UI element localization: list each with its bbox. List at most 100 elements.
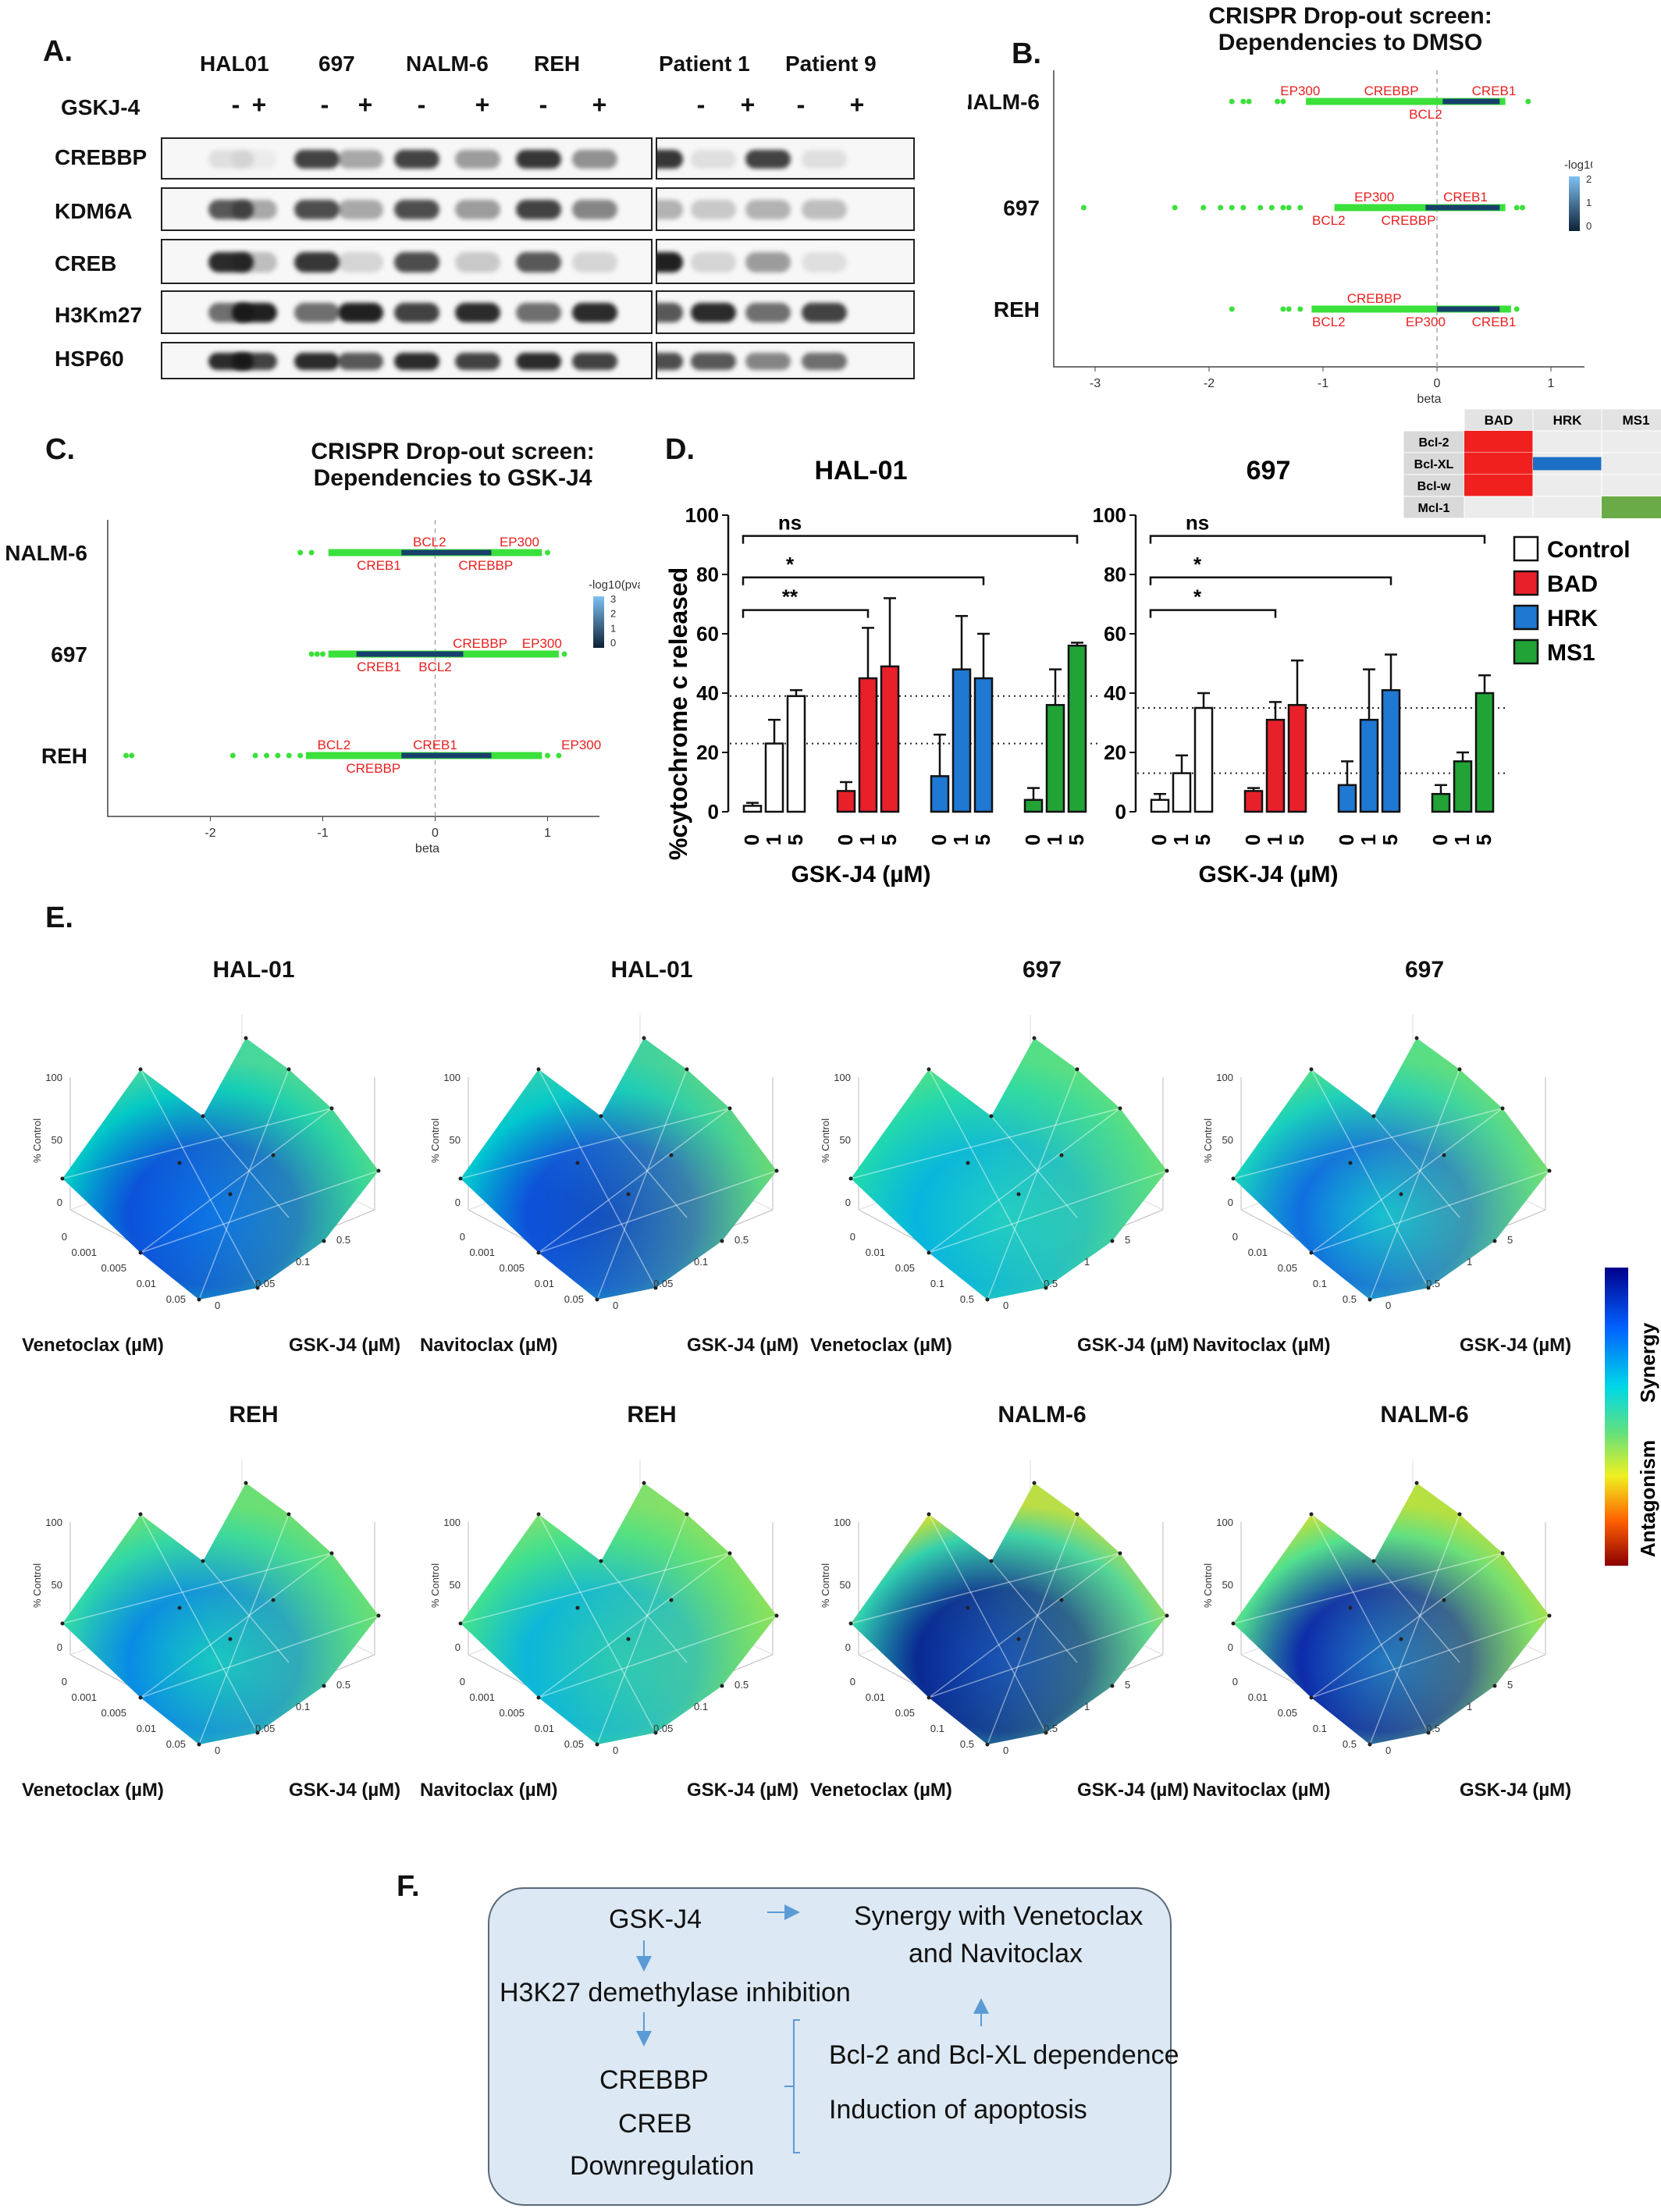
data-point — [626, 1637, 631, 1641]
data-point — [1492, 1239, 1497, 1243]
y-tick-label: 0.05 — [653, 1278, 673, 1289]
gene-point — [320, 651, 325, 657]
blot-row-label: HSP60 — [55, 347, 124, 371]
data-point — [322, 1684, 326, 1688]
z-tick-label: 50 — [450, 1579, 461, 1591]
y-tick-label: 1 — [1467, 1701, 1472, 1712]
y-tick-label: 100 — [1093, 503, 1126, 527]
dose-label: 0 — [1428, 834, 1452, 845]
blot-band — [691, 200, 736, 220]
data-point — [1371, 1114, 1376, 1118]
treatment-sign: - — [539, 91, 548, 119]
dose-label: 5 — [1285, 834, 1308, 845]
data-point — [653, 1286, 658, 1290]
axis-frame — [1053, 70, 1585, 368]
gene-label: CREB1 — [1472, 84, 1517, 98]
panel-f-label: F. — [397, 1870, 420, 1903]
treatment-sign: + — [475, 91, 490, 119]
z-tick-label: 100 — [834, 1517, 851, 1528]
blot-band — [572, 303, 617, 323]
gene-label: EP300 — [561, 738, 601, 752]
bar — [1265, 718, 1286, 813]
data-point — [177, 1161, 182, 1165]
bar — [742, 805, 763, 813]
gene-point — [1297, 306, 1304, 312]
surface-gridline — [1232, 1108, 1503, 1179]
y-tick-label: 0.1 — [296, 1256, 310, 1268]
blot-band — [338, 353, 383, 370]
colorbar-label: -log10(pval) — [589, 578, 640, 592]
bar — [951, 668, 972, 813]
downregulation-node: Downregulation — [570, 2151, 755, 2181]
blot-band — [802, 149, 847, 169]
data-point — [1110, 1239, 1115, 1243]
data-point — [1500, 1551, 1505, 1556]
bar — [1287, 703, 1307, 813]
data-point — [642, 1481, 646, 1485]
bar — [1359, 718, 1379, 813]
data-point — [1231, 1621, 1236, 1626]
data-point — [989, 1114, 994, 1118]
surface-gridline — [198, 1513, 290, 1745]
surface-gridline — [460, 1552, 731, 1624]
title-line: CRISPR Drop-out screen: — [1208, 3, 1492, 29]
surface-gridline — [1311, 1552, 1503, 1698]
gene-point — [1280, 306, 1286, 312]
blot-band — [455, 200, 500, 220]
data-point — [595, 1742, 599, 1747]
surface-gridline — [198, 1069, 290, 1300]
synergy-surface-plot: 100 50 0 % Control 0 0.01 0.05 0.1 0.5 0 0.5 1 5 — [820, 1015, 1169, 1311]
surface-title: 697 — [1404, 957, 1445, 983]
data-point — [201, 1114, 205, 1118]
row-label: 697 — [51, 642, 87, 667]
data-point — [177, 1606, 182, 1610]
panel-a-label: A. — [43, 35, 73, 68]
data-point — [626, 1192, 631, 1197]
dose-label: 5 — [877, 834, 901, 845]
lane-label: 697 — [318, 52, 355, 76]
data-point — [1309, 1067, 1314, 1072]
gene-point — [252, 752, 258, 759]
surface-y-label: GSK-J4 (µM) — [289, 1780, 401, 1801]
data-point — [1457, 1512, 1462, 1517]
lane-label: NALM-6 — [406, 52, 489, 76]
gene-point — [229, 752, 236, 759]
matrix-row-cell — [1403, 452, 1465, 475]
gene-label: BCL2 — [1409, 107, 1442, 122]
y-tick-label: 0 — [215, 1300, 220, 1311]
gene-point — [314, 651, 320, 657]
significance-bracket — [742, 535, 1079, 544]
surface-y-label: GSK-J4 (µM) — [1077, 1335, 1190, 1356]
data-point — [1309, 1512, 1314, 1517]
data-point — [286, 1512, 291, 1517]
data-point — [1368, 1742, 1372, 1747]
x-tick-label: 0.5 — [960, 1293, 974, 1305]
chart-title: HAL-01 — [814, 456, 907, 485]
data-point — [1044, 1730, 1048, 1735]
data-point — [138, 1695, 143, 1700]
flow-arrows — [636, 1904, 989, 2153]
y-tick-label: 0 — [1003, 1744, 1008, 1756]
x-tick-label: 0 — [62, 1231, 67, 1243]
blot-band — [208, 200, 254, 220]
blot-band — [691, 303, 736, 323]
x-tick-label: 0.01 — [137, 1723, 156, 1734]
treatment-sign: - — [417, 91, 426, 119]
y-tick-label: 0.5 — [1044, 1723, 1058, 1734]
gene-point — [1513, 306, 1520, 312]
x-tick-label: 0.005 — [499, 1262, 525, 1274]
gene-point — [1520, 204, 1525, 211]
surface-gridline — [991, 1560, 1078, 1663]
z-tick-label: 100 — [1216, 1517, 1233, 1528]
data-point — [1059, 1598, 1064, 1602]
gene-point — [264, 752, 269, 759]
gene-label: CREB1 — [1472, 315, 1517, 329]
significance-label: * — [1193, 553, 1202, 576]
legend-swatch — [1513, 535, 1539, 562]
dose-label: 1 — [949, 834, 973, 845]
data-point — [1032, 1036, 1037, 1040]
y-tick-label: 0.1 — [296, 1701, 310, 1712]
x-tick-label: 0.5 — [1343, 1293, 1357, 1305]
treatment-sign: + — [357, 91, 373, 119]
matrix-cell-filled — [1464, 431, 1533, 453]
